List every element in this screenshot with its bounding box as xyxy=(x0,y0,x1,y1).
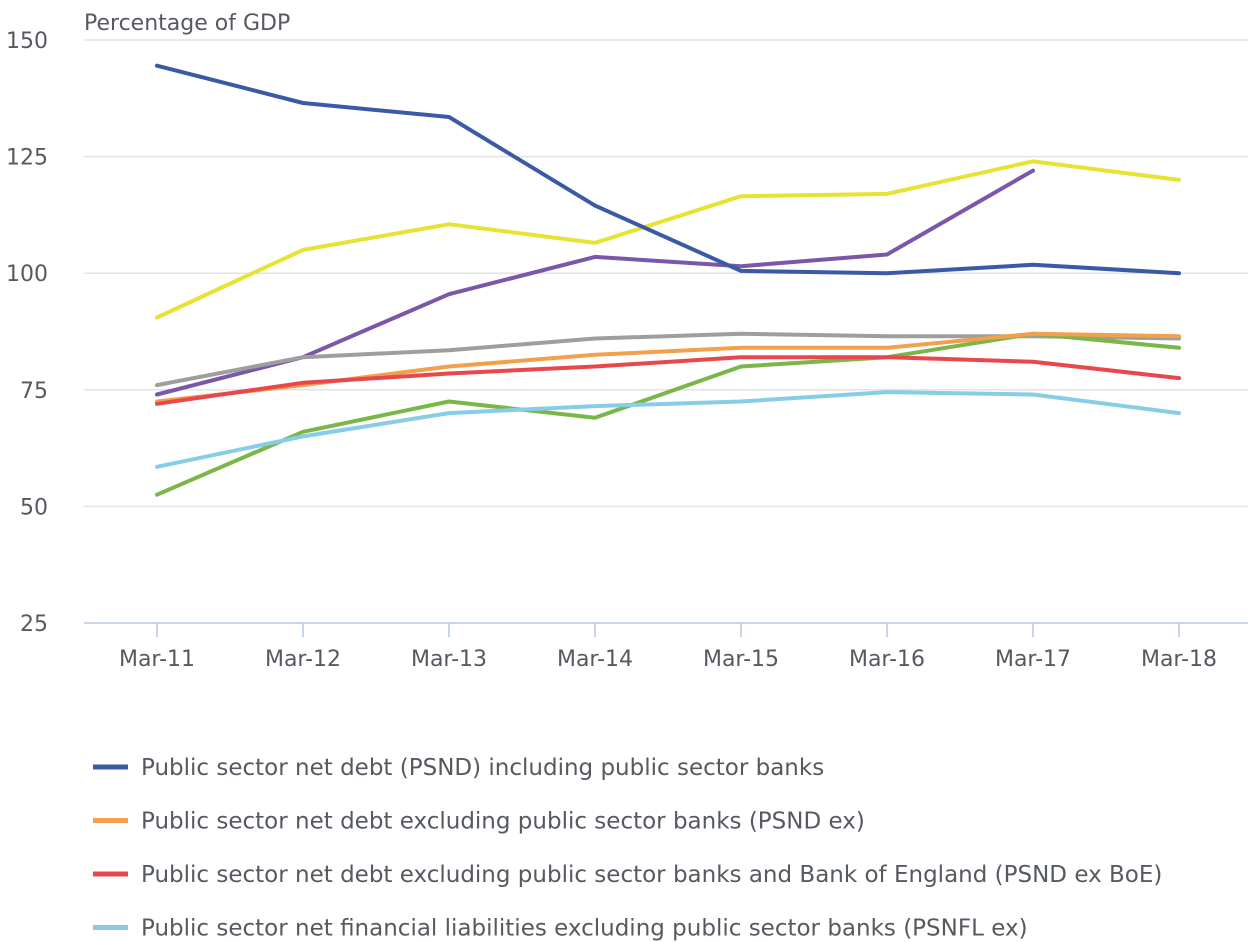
y-tick-label: 25 xyxy=(20,612,48,637)
y-tick-label: 100 xyxy=(6,262,48,287)
series-line xyxy=(155,63,1181,276)
y-tick-label: 125 xyxy=(6,146,48,171)
legend-label: Public sector net debt (PSND) including … xyxy=(141,755,824,781)
x-tick-label: Mar-13 xyxy=(411,647,487,672)
x-tick-label: Mar-11 xyxy=(119,647,195,672)
series-line xyxy=(155,390,1181,469)
x-tick-label: Mar-12 xyxy=(265,647,341,672)
legend-label: Public sector net debt excluding public … xyxy=(141,862,1162,888)
series-line xyxy=(155,331,1181,388)
y-tick-labels: 25 50 75 100 125 150 xyxy=(6,29,48,637)
gridlines xyxy=(84,39,1248,508)
legend: Public sector net debt (PSND) including … xyxy=(93,755,1162,942)
x-tick-label: Mar-18 xyxy=(1141,647,1217,672)
y-tick-label: 50 xyxy=(20,495,48,520)
x-axis: Mar-11 Mar-12 Mar-13 Mar-14 Mar-15 Mar-16 Mar-… xyxy=(84,622,1248,672)
legend-label: Public sector net debt excluding public … xyxy=(141,809,865,835)
legend-label: Public sector net financial liabilities … xyxy=(141,916,1028,942)
series-line xyxy=(155,355,1181,406)
y-tick-label: 75 xyxy=(20,379,48,404)
y-axis-label: Percentage of GDP xyxy=(84,11,290,36)
y-tick-label: 150 xyxy=(6,29,48,54)
x-tick-label: Mar-16 xyxy=(849,647,925,672)
series-line xyxy=(155,159,1181,320)
x-tick-label: Mar-15 xyxy=(703,647,779,672)
x-tick-label: Mar-17 xyxy=(995,647,1071,672)
series-lines xyxy=(155,63,1181,497)
x-tick-label: Mar-14 xyxy=(557,647,633,672)
